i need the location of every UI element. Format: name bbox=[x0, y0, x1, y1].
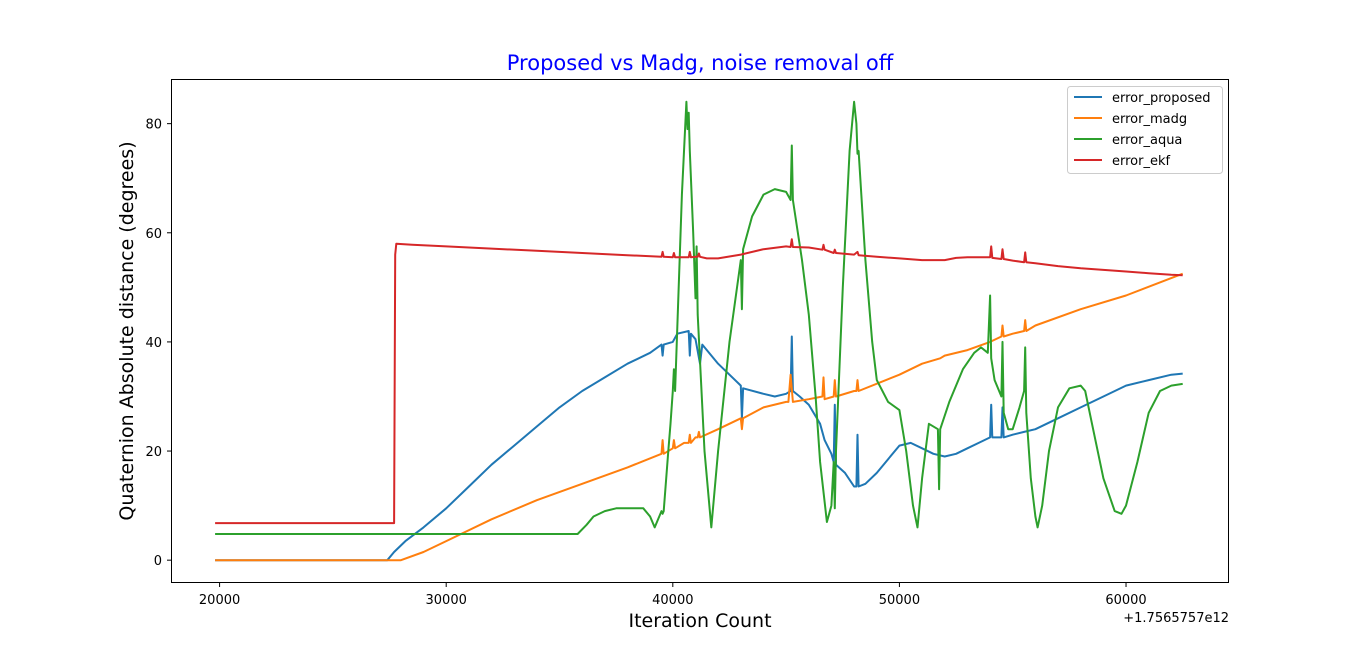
x-tick-label: 60000 bbox=[1105, 593, 1146, 608]
x-axis-offset-label: +1.7565757e12 bbox=[1123, 611, 1229, 626]
series-line-error_ekf bbox=[215, 238, 1183, 525]
legend-label-error_madg: error_madg bbox=[1112, 112, 1187, 127]
legend: error_proposed error_madg error_aqua error_… bbox=[1067, 86, 1223, 174]
legend-box bbox=[1067, 86, 1223, 174]
series-line-error_madg bbox=[215, 272, 1184, 562]
y-tick-label: 80 bbox=[145, 118, 162, 133]
y-tick-label: 0 bbox=[154, 554, 162, 569]
y-tick-label: 40 bbox=[145, 336, 162, 351]
x-axis: 20000 30000 40000 50000 60000 bbox=[199, 582, 1147, 608]
x-tick-label: 50000 bbox=[879, 593, 920, 608]
chart-title: Proposed vs Madg, noise removal off bbox=[507, 51, 894, 75]
y-tick-label: 60 bbox=[145, 227, 162, 242]
legend-label-error_proposed: error_proposed bbox=[1112, 91, 1210, 106]
y-axis: 0 20 40 60 80 bbox=[145, 118, 172, 569]
legend-label-error_ekf: error_ekf bbox=[1112, 154, 1170, 169]
legend-label-error_aqua: error_aqua bbox=[1112, 133, 1182, 148]
x-tick-label: 40000 bbox=[652, 593, 693, 608]
series-line-error_proposed bbox=[215, 330, 1183, 562]
x-axis-label: Iteration Count bbox=[628, 610, 771, 632]
plot-frame bbox=[171, 79, 1229, 583]
y-axis-label: Quaternion Absolute distance (degrees) bbox=[116, 141, 138, 520]
series-group bbox=[215, 100, 1184, 562]
y-tick-label: 20 bbox=[145, 445, 162, 460]
series-line-error_aqua bbox=[215, 100, 1183, 535]
x-tick-label: 20000 bbox=[199, 593, 240, 608]
x-tick-label: 30000 bbox=[426, 593, 467, 608]
